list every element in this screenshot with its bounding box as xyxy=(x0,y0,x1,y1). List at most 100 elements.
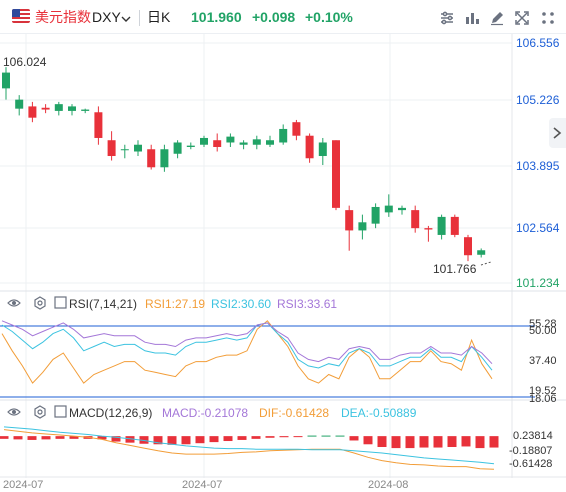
macd-bar xyxy=(13,436,23,440)
candle xyxy=(398,205,406,215)
macd-bar xyxy=(195,436,205,444)
macd-bar xyxy=(489,436,499,448)
macd-histogram xyxy=(0,435,499,449)
candle-body xyxy=(134,144,142,152)
candle-body xyxy=(173,142,182,154)
macd-bar xyxy=(139,436,149,444)
macd-bar xyxy=(0,436,9,439)
candle xyxy=(2,67,10,100)
candle-body xyxy=(2,72,10,89)
indicator-settings-button[interactable] xyxy=(437,8,457,28)
chart-type-button[interactable] xyxy=(462,8,482,28)
chart-bars-icon xyxy=(462,8,482,28)
candle xyxy=(41,104,50,114)
candle xyxy=(384,194,393,217)
candle-body xyxy=(147,149,156,168)
candle-body xyxy=(450,216,459,235)
macd-bar xyxy=(391,436,401,449)
candle xyxy=(147,144,156,170)
candle xyxy=(424,225,433,242)
macd-bar xyxy=(167,436,177,445)
price-change: +0.098 xyxy=(252,9,296,25)
macd-bar xyxy=(55,436,65,439)
time-tick-label: 2024-08 xyxy=(368,479,408,491)
macd-series-line xyxy=(3,426,495,465)
candle xyxy=(345,205,354,251)
more-button[interactable] xyxy=(538,8,558,28)
candle xyxy=(239,140,248,150)
pencil-icon xyxy=(487,8,507,28)
checkbox-icon[interactable] xyxy=(54,296,67,309)
macd-bar xyxy=(265,436,275,438)
macd-bar xyxy=(349,436,359,441)
scroll-right-button[interactable] xyxy=(549,118,566,148)
eye-icon[interactable] xyxy=(7,408,21,416)
candle-body xyxy=(384,205,393,213)
candle xyxy=(477,248,486,258)
rsi-series-line xyxy=(1,320,493,365)
fullscreen-button[interactable] xyxy=(512,8,532,28)
candle-body xyxy=(398,207,406,211)
rsi-axis-label: 50.00 xyxy=(529,325,557,337)
candle xyxy=(120,144,129,159)
macd-lines xyxy=(3,426,495,470)
us-flag-icon xyxy=(12,9,30,23)
draw-tool-button[interactable] xyxy=(487,8,507,28)
rsi-lines xyxy=(1,320,493,384)
candle-body xyxy=(28,106,37,118)
candle-body xyxy=(292,122,301,136)
rsi-axis-label: 37.40 xyxy=(529,355,557,367)
instrument-code[interactable]: DXY xyxy=(92,9,121,25)
candle xyxy=(279,124,288,145)
candle-body xyxy=(239,142,248,145)
candle xyxy=(318,137,327,166)
candle-body xyxy=(81,109,90,111)
macd-axis-label: 0.23814 xyxy=(513,430,553,442)
candle-body xyxy=(120,149,129,151)
macd-bar xyxy=(293,436,303,438)
gear-icon[interactable] xyxy=(34,296,46,310)
eye-icon[interactable] xyxy=(7,299,21,307)
macd-bar xyxy=(27,436,37,440)
kline-chart[interactable]: 106.556 105.226 103.895 102.564 101.234 … xyxy=(0,34,566,492)
checkbox-icon[interactable] xyxy=(54,405,67,418)
chevron-right-icon xyxy=(552,126,562,145)
period-selector[interactable]: 日K xyxy=(147,9,171,25)
instrument-name[interactable]: 美元指数 xyxy=(35,9,91,25)
candle-body xyxy=(107,140,116,157)
candle xyxy=(332,140,340,211)
macd-bar xyxy=(433,436,443,448)
candle xyxy=(186,142,195,150)
candle xyxy=(54,101,63,116)
macd-bar xyxy=(153,436,163,445)
macd-bar xyxy=(447,436,457,447)
last-price: 101.960 xyxy=(191,9,242,25)
macd-bar xyxy=(377,436,387,447)
code-dropdown-icon[interactable] xyxy=(121,11,131,29)
rsi-panel-header: RSI(7,14,21) RSI1:27.19 RSI2:30.60 RSI3:… xyxy=(7,296,337,311)
candle xyxy=(411,205,420,233)
candle-body xyxy=(424,228,433,230)
macd-bar xyxy=(111,436,121,442)
candle xyxy=(450,214,459,238)
rsi-series-line xyxy=(1,320,493,384)
low-price-marker xyxy=(480,261,492,266)
candle xyxy=(160,144,169,172)
rsi-axis-label: 55.28 xyxy=(529,318,557,330)
macd-bar xyxy=(335,435,345,437)
rsi-axis-label: 19.52 xyxy=(529,385,557,397)
candle-body xyxy=(411,210,420,229)
rsi-title: RSI(7,14,21) xyxy=(69,297,137,311)
candle xyxy=(94,106,103,145)
candle-body xyxy=(200,137,208,145)
candle xyxy=(28,101,37,123)
macd-bar xyxy=(251,436,261,439)
candlestick-series xyxy=(2,67,486,262)
price-tick-label: 101.234 xyxy=(516,276,560,290)
candle xyxy=(252,135,261,150)
macd-bar xyxy=(279,436,289,438)
price-axis: 106.556 105.226 103.895 102.564 101.234 xyxy=(516,36,560,290)
candle xyxy=(358,214,367,240)
gear-icon[interactable] xyxy=(34,405,46,419)
macd-bar xyxy=(475,436,485,449)
